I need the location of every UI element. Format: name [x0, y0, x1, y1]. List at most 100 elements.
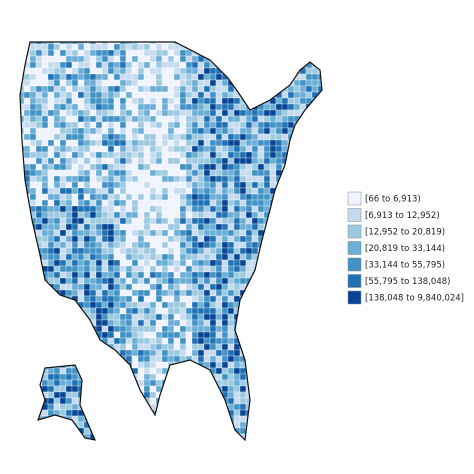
county: [95, 403, 103, 411]
county: [83, 61, 91, 69]
county: [143, 199, 151, 207]
county: [221, 223, 229, 231]
county: [137, 97, 145, 105]
county: [299, 127, 307, 135]
county: [324, 374, 330, 380]
county: [227, 337, 235, 345]
county: [324, 428, 330, 434]
county: [83, 397, 91, 405]
county: [29, 181, 37, 189]
county: [209, 133, 217, 141]
county: [324, 50, 330, 56]
county: [107, 217, 115, 225]
county: [203, 91, 211, 99]
county: [197, 343, 205, 351]
county: [173, 229, 181, 237]
county: [89, 295, 97, 303]
county: [71, 169, 79, 177]
county: [53, 61, 61, 69]
county: [221, 325, 229, 333]
county: [95, 151, 103, 159]
county: [71, 103, 79, 111]
county: [59, 73, 67, 81]
county: [287, 313, 295, 321]
county: [95, 397, 103, 405]
county: [149, 337, 157, 345]
county: [113, 241, 121, 249]
county: [215, 355, 223, 363]
county: [227, 169, 235, 177]
county: [221, 97, 229, 105]
county: [131, 325, 139, 333]
county: [137, 193, 145, 201]
county: [107, 313, 115, 321]
county: [179, 151, 187, 159]
county: [209, 169, 217, 177]
county: [185, 337, 193, 345]
county: [131, 427, 139, 435]
county: [65, 193, 73, 201]
county: [179, 391, 187, 399]
county: [305, 163, 313, 171]
county: [227, 397, 235, 405]
county: [269, 115, 277, 123]
county: [83, 331, 91, 339]
county: [239, 409, 247, 417]
county: [179, 199, 187, 207]
county: [269, 421, 277, 429]
county: [101, 433, 109, 440]
county: [269, 265, 277, 273]
county: [263, 91, 271, 99]
county: [20, 439, 25, 440]
county: [185, 241, 193, 249]
county: [137, 313, 145, 321]
county: [131, 391, 139, 399]
county: [161, 67, 169, 75]
county: [47, 85, 55, 93]
county: [125, 139, 133, 147]
county: [287, 247, 295, 255]
county: [119, 259, 127, 267]
county: [173, 379, 181, 387]
county: [65, 343, 73, 351]
county: [125, 247, 133, 255]
county: [275, 409, 283, 417]
county: [275, 349, 283, 357]
county: [269, 307, 277, 315]
county: [203, 193, 211, 201]
county: [263, 115, 271, 123]
county: [173, 127, 181, 135]
county: [275, 109, 283, 117]
county: [197, 277, 205, 285]
county: [275, 79, 283, 87]
county: [257, 55, 265, 63]
county: [179, 85, 187, 93]
county: [155, 67, 163, 75]
county: [65, 235, 73, 243]
county: [293, 49, 301, 57]
county: [281, 271, 289, 279]
county: [269, 271, 277, 279]
county: [209, 163, 217, 171]
county: [83, 169, 91, 177]
county: [101, 163, 109, 171]
county: [47, 61, 55, 69]
county: [167, 283, 175, 291]
county: [155, 265, 163, 273]
county: [143, 73, 151, 81]
county: [209, 289, 217, 297]
county: [143, 211, 151, 219]
county: [23, 421, 31, 429]
county: [59, 391, 67, 399]
county: [251, 211, 259, 219]
county: [161, 283, 169, 291]
county: [149, 289, 157, 297]
county: [173, 403, 181, 411]
county: [185, 205, 193, 213]
county: [137, 223, 145, 231]
county: [269, 55, 277, 63]
county: [324, 314, 330, 320]
county: [179, 169, 187, 177]
county: [239, 337, 247, 345]
county: [221, 319, 229, 327]
